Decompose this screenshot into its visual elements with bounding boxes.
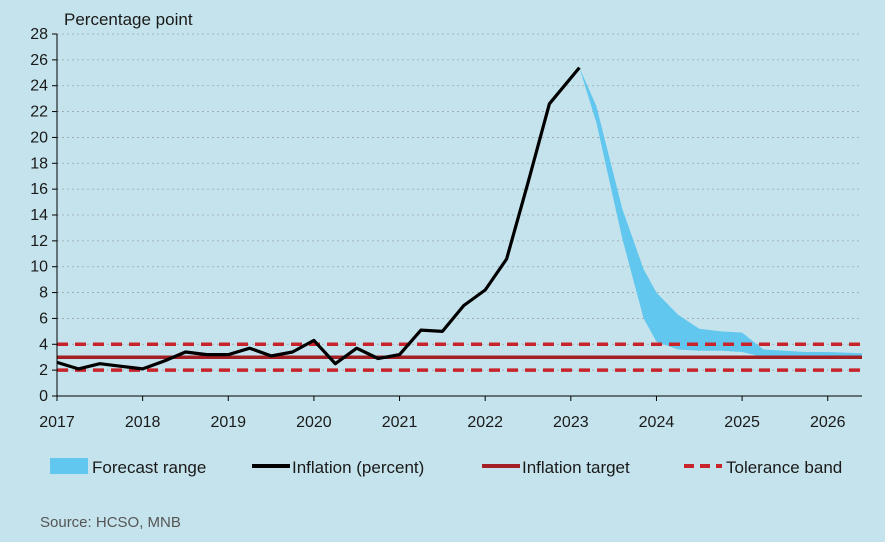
y-tick-label: 20: [30, 129, 48, 146]
x-tick-label: 2017: [39, 414, 75, 431]
y-tick-label: 18: [30, 155, 48, 172]
y-axis-label: Percentage point: [64, 10, 193, 29]
forecast-range-band: [579, 67, 862, 359]
legend-label-target: Inflation target: [522, 458, 630, 477]
legend-swatch-forecast: [50, 458, 88, 474]
y-tick-label: 2: [39, 362, 48, 379]
x-tick-label: 2021: [382, 414, 418, 431]
inflation-series-line: [56, 66, 581, 371]
y-tick-label: 22: [30, 104, 48, 121]
x-tick-label: 2023: [553, 414, 589, 431]
x-tick-label: 2019: [210, 414, 246, 431]
y-tick-label: 26: [30, 52, 48, 69]
legend-item-target: Inflation target: [482, 458, 630, 477]
y-tick-label: 10: [30, 259, 48, 276]
x-tick-label: 2022: [467, 414, 503, 431]
y-tick-label: 12: [30, 233, 48, 250]
x-tick-label: 2020: [296, 414, 332, 431]
x-tick-labels: 2017 2018 2019 2020 2021 2022 2023 2024 2025 2026: [39, 396, 846, 431]
y-tick-label: 8: [39, 285, 48, 302]
inflation-line: [56, 66, 581, 371]
y-tick-label: 14: [30, 207, 48, 224]
y-tick-label: 24: [30, 78, 48, 95]
legend-label-tolerance: Tolerance band: [726, 458, 842, 477]
y-tick-label: 6: [39, 310, 48, 327]
y-tick-label: 16: [30, 181, 48, 198]
y-tick-label: 4: [39, 336, 48, 353]
source-note: Source: HCSO, MNB: [40, 514, 181, 531]
y-tick-label: 0: [39, 388, 48, 405]
x-tick-label: 2024: [639, 414, 675, 431]
y-tick-label: 28: [30, 26, 48, 43]
x-tick-label: 2026: [810, 414, 846, 431]
grid-lines: [57, 33, 862, 371]
legend-label-forecast: Forecast range: [92, 458, 206, 477]
x-tick-label: 2025: [724, 414, 760, 431]
x-tick-label: 2018: [125, 414, 161, 431]
tolerance-band: [57, 342, 862, 372]
legend-item-forecast: Forecast range: [50, 458, 206, 477]
forecast-range-area: [579, 67, 862, 359]
legend-item-inflation: Inflation (percent): [252, 458, 424, 477]
legend: Forecast range Inflation (percent) Infla…: [50, 458, 842, 477]
legend-label-inflation: Inflation (percent): [292, 458, 424, 477]
legend-item-tolerance: Tolerance band: [684, 458, 842, 477]
